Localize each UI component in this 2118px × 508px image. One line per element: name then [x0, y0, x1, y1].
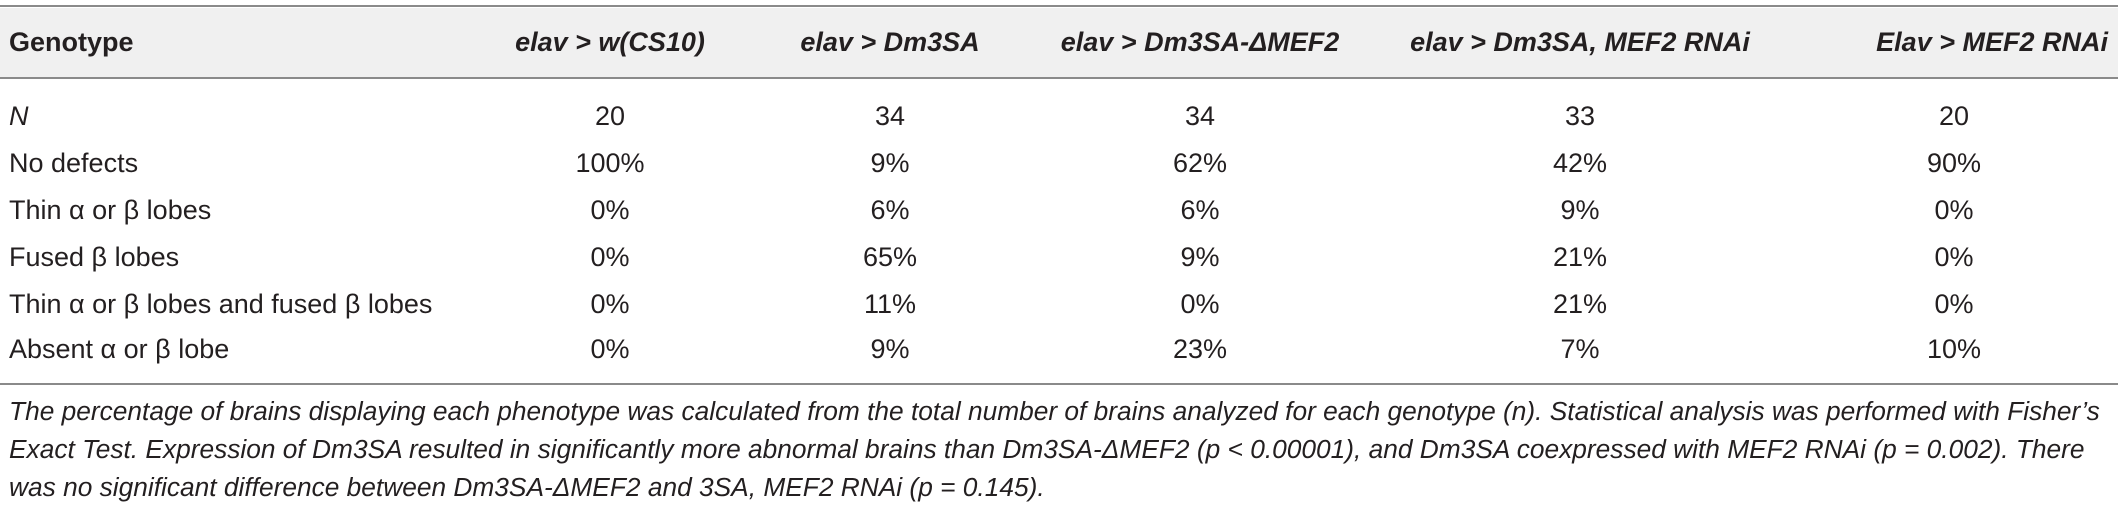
table-cell: 0%	[590, 289, 630, 319]
table-cell: 11%	[863, 289, 917, 319]
table-row: No defects 100% 9% 62% 42% 90%	[0, 140, 2118, 187]
table-cell: 9%	[1180, 242, 1220, 272]
table-cell: 0%	[1934, 242, 1974, 272]
table-row: N 20 34 34 33 20	[0, 78, 2118, 140]
table-cell: 20	[1938, 101, 1970, 131]
table-cell: 9%	[870, 334, 910, 364]
table-cell: 34	[1184, 101, 1216, 131]
genotype-phenotype-table: Genotype elav > w(CS10) elav > Dm3SA ela…	[0, 8, 2118, 375]
row-label: No defects	[9, 148, 139, 178]
table-bottom-rule	[0, 383, 2118, 385]
header-elav-dm3sa-mef2-rnai: elav > Dm3SA, MEF2 RNAi	[1370, 8, 1790, 79]
row-label: N	[9, 101, 29, 131]
table-cell: 33	[1564, 101, 1596, 131]
table-cell: 34	[874, 101, 906, 131]
table-top-rule	[0, 5, 2118, 7]
row-label: Absent α or β lobe	[9, 334, 230, 364]
table-row: Fused β lobes 0% 65% 9% 21% 0%	[0, 234, 2118, 281]
table-cell: 6%	[1180, 195, 1220, 225]
header-elav-dm3sa-delta-mef2: elav > Dm3SA-ΔMEF2	[1030, 8, 1370, 79]
table-cell: 42%	[1552, 148, 1608, 178]
table-cell: 9%	[870, 148, 910, 178]
table-row: Thin α or β lobes and fused β lobes 0% 1…	[0, 281, 2118, 328]
table-cell: 65%	[862, 242, 918, 272]
table-cell: 0%	[1180, 289, 1220, 319]
table-cell: 0%	[590, 195, 630, 225]
table-cell: 20	[594, 101, 626, 131]
table-cell: 62%	[1172, 148, 1228, 178]
table-header-row: Genotype elav > w(CS10) elav > Dm3SA ela…	[0, 8, 2118, 79]
table-cell: 90%	[1926, 148, 1982, 178]
header-elav-w-cs10: elav > w(CS10)	[470, 8, 750, 79]
table-cell: 10%	[1926, 334, 1982, 364]
table-cell: 21%	[1552, 289, 1608, 319]
header-elav-dm3sa: elav > Dm3SA	[750, 8, 1030, 79]
table-row: Thin α or β lobes 0% 6% 6% 9% 0%	[0, 187, 2118, 234]
table-cell: 0%	[1934, 195, 1974, 225]
row-label: Fused β lobes	[9, 242, 180, 272]
table-cell: 0%	[590, 242, 630, 272]
table-cell: 21%	[1552, 242, 1608, 272]
table-cell: 100%	[575, 148, 645, 178]
table-cell: 0%	[1934, 289, 1974, 319]
header-elav-mef2-rnai: Elav > MEF2 RNAi	[1790, 8, 2118, 79]
table-cell: 0%	[590, 334, 630, 364]
row-label: Thin α or β lobes	[9, 195, 212, 225]
table-cell: 23%	[1172, 334, 1228, 364]
table-row: Absent α or β lobe 0% 9% 23% 7% 10%	[0, 328, 2118, 375]
header-genotype: Genotype	[0, 8, 470, 79]
row-label: Thin α or β lobes and fused β lobes	[9, 289, 433, 319]
table-footnote: The percentage of brains displaying each…	[9, 396, 2100, 502]
table-cell: 9%	[1560, 195, 1600, 225]
table-cell: 6%	[870, 195, 910, 225]
table-cell: 7%	[1560, 334, 1600, 364]
